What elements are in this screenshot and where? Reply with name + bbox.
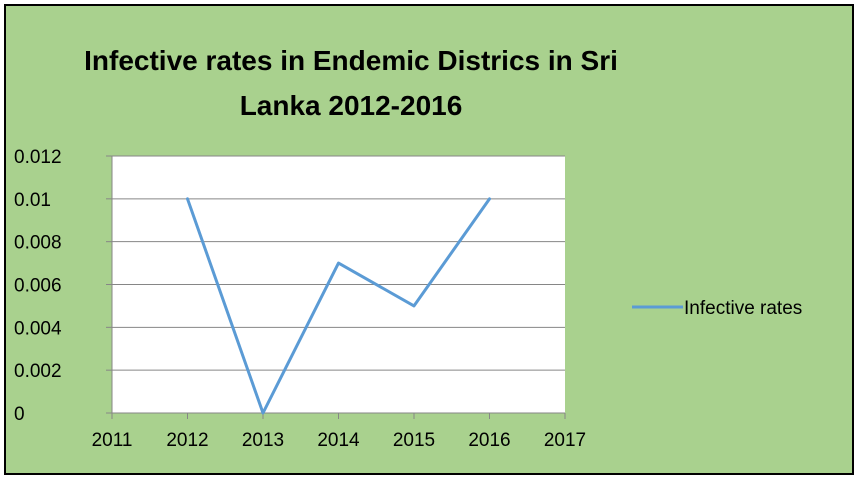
legend: Infective rates (632, 298, 802, 319)
x-tick-label: 2014 (317, 430, 360, 451)
x-tick-label: 2012 (166, 430, 208, 451)
x-tick-label: 2015 (393, 430, 435, 451)
series-line (186, 197, 491, 415)
y-axis-tick-labels: 0 0.002 0.004 0.006 0.008 0.01 0.012 (14, 147, 62, 425)
chart-title-line-2: Lanka 2012-2016 (240, 90, 463, 121)
line-chart: Infective rates in Endemic Districs in S… (6, 6, 852, 473)
chart-area: Infective rates in Endemic Districs in S… (4, 4, 854, 475)
x-tick-label: 2013 (242, 430, 284, 451)
y-tick-label: 0.004 (14, 318, 62, 339)
y-tick-label: 0.01 (14, 190, 51, 211)
series-group (186, 197, 491, 415)
y-tick-label: 0.012 (14, 147, 62, 168)
y-tick-label: 0 (14, 404, 25, 425)
chart-title-line-1: Infective rates in Endemic Districs in S… (84, 45, 618, 76)
axes (106, 155, 566, 419)
x-tick-label: 2017 (544, 430, 586, 451)
y-tick-label: 0.006 (14, 276, 62, 297)
y-tick-label: 0.002 (14, 361, 62, 382)
legend-label: Infective rates (684, 298, 802, 319)
x-tick-label: 2016 (468, 430, 510, 451)
y-tick-label: 0.008 (14, 233, 62, 254)
x-tick-label: 2011 (92, 430, 133, 451)
x-axis-tick-labels: 2011 2012 2013 2014 2015 2016 2017 (92, 430, 587, 451)
